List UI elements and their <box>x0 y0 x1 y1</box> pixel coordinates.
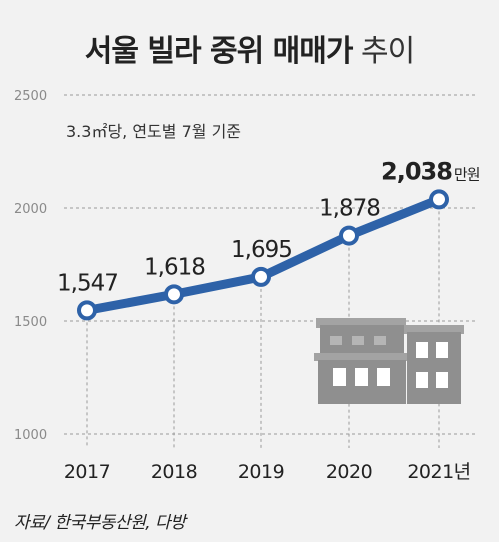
source-note: 자료/ 한국부동산원, 다방 <box>14 513 186 533</box>
data-points <box>77 189 449 321</box>
data-label: 1,878 <box>319 196 380 222</box>
y-axis-ticks: 2500 2000 1500 1000 <box>14 89 47 443</box>
x-tick-label: 2018 <box>151 461 197 483</box>
data-label: 1,618 <box>144 254 205 280</box>
y-tick-label: 1500 <box>14 315 47 330</box>
x-tick-label: 2020 <box>326 461 372 483</box>
y-tick-label: 2000 <box>14 202 47 217</box>
y-tick-label: 1000 <box>14 428 47 443</box>
y-tick-label: 2500 <box>14 89 47 104</box>
x-tick-label: 2017 <box>64 461 110 483</box>
title-main: 서울 빌라 중위 매매가 <box>84 34 354 69</box>
x-tick-label: 2021년 <box>407 461 470 483</box>
chart-title: 서울 빌라 중위 매매가 추이 <box>0 26 499 70</box>
data-label: 1,547 <box>57 270 118 296</box>
data-point <box>251 266 271 287</box>
chart-note: 3.3㎡당, 연도별 7월 기준 <box>66 122 241 141</box>
title-sub: 추이 <box>361 34 415 69</box>
data-point <box>429 189 449 210</box>
data-point <box>339 225 359 246</box>
data-point <box>164 284 184 305</box>
category-guides <box>86 199 440 448</box>
x-tick-label: 2019 <box>238 461 284 483</box>
x-axis-labels: 2017 2018 2019 2020 2021년 <box>64 461 471 483</box>
data-label: 1,695 <box>231 237 292 263</box>
data-point <box>77 300 97 321</box>
data-label: 2,038 만원 <box>381 157 480 185</box>
building-icon <box>314 318 464 404</box>
